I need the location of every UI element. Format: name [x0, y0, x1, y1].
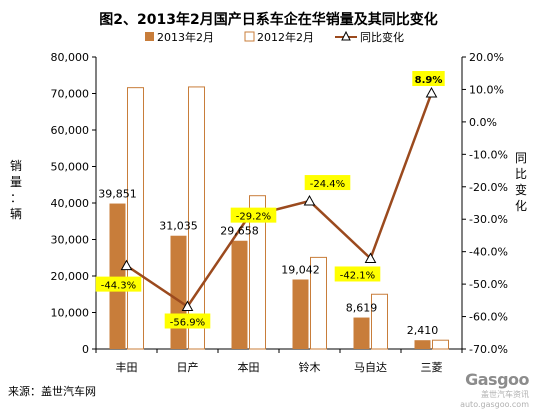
y-axis-title-char: ： — [10, 191, 22, 205]
right-tick-label: 0.0% — [469, 116, 497, 129]
left-tick-label: 0 — [82, 343, 89, 356]
yoy-label-bg — [304, 175, 351, 191]
yoy-point-marker — [120, 259, 133, 271]
left-tick-label: 60,000 — [51, 124, 90, 137]
yoy-label-bg — [230, 207, 277, 223]
x-tick-label: 本田 — [238, 360, 260, 374]
yoy-point-marker — [181, 300, 194, 311]
x-tick-label: 丰田 — [116, 361, 138, 374]
bar-2013 — [231, 240, 248, 349]
legend-marker-swatch — [341, 30, 351, 41]
right-tick-label: -70.0% — [469, 343, 508, 356]
right-tick-label: -10.0% — [469, 148, 508, 161]
bar-2012 — [188, 86, 205, 350]
bar-2013 — [353, 317, 370, 349]
left-tick-label: 40,000 — [51, 197, 90, 210]
y2-axis-title-char: 比 — [515, 167, 527, 181]
yoy-label: 8.9% — [415, 75, 443, 86]
bar-2013 — [414, 340, 431, 349]
left-tick-label: 30,000 — [51, 234, 90, 247]
yoy-label: -29.2% — [236, 212, 271, 223]
yoy-point-marker — [364, 252, 377, 263]
bar-2012 — [127, 87, 144, 350]
right-tick-label: -50.0% — [469, 278, 508, 291]
left-tick-label: 80,000 — [51, 51, 90, 64]
left-tick-label: 10,000 — [51, 307, 90, 320]
bar-2013 — [292, 279, 309, 349]
legend-label-2012: 2012年2月 — [257, 30, 314, 44]
x-tick-label: 铃木 — [299, 360, 321, 374]
legend-swatch-2012 — [244, 31, 255, 42]
yoy-label: -56.9% — [170, 317, 205, 328]
legend-label-yoy: 同比变化 — [360, 30, 404, 44]
bar-2012 — [249, 195, 266, 350]
source-note: 来源：盖世汽车网 — [8, 385, 96, 398]
left-tick-label: 70,000 — [51, 88, 90, 101]
bar-value-label: 39,851 — [98, 188, 137, 201]
left-tick-label: 20,000 — [51, 270, 90, 283]
y2-axis-title-char: 变 — [515, 182, 527, 197]
x-tick-label: 日产 — [177, 360, 199, 374]
bar-2013 — [109, 203, 126, 349]
bar-value-label: 31,035 — [159, 220, 198, 233]
watermark-url: auto.gasgoo.com — [460, 400, 529, 409]
yoy-label-bg — [164, 313, 211, 329]
x-tick-label: 三菱 — [421, 361, 443, 374]
yoy-change-line — [125, 92, 433, 309]
right-tick-label: -60.0% — [469, 311, 508, 324]
watermark-tagline: 盖世汽车资讯 — [481, 390, 529, 399]
yoy-label: -44.3% — [101, 281, 136, 292]
y2-axis-title-char: 化 — [515, 199, 527, 213]
bar-value-label: 2,410 — [407, 324, 439, 337]
left-tick-label: 50,000 — [51, 161, 90, 174]
y-axis-title-char: 量 — [10, 175, 22, 189]
legend-label-2013: 2013年2月 — [157, 30, 214, 44]
right-tick-label: -40.0% — [469, 246, 508, 259]
yoy-label: -24.4% — [310, 179, 345, 190]
bar-2012 — [310, 256, 327, 350]
bar-2012 — [432, 339, 449, 350]
bar-value-label: 19,042 — [281, 263, 320, 276]
yoy-label-bg — [412, 71, 445, 87]
bar-2013 — [170, 235, 187, 349]
bar-value-label: 8,619 — [346, 302, 378, 315]
x-tick-label: 马自达 — [354, 361, 387, 374]
yoy-point-marker — [303, 195, 316, 206]
y2-axis-title-char: 同 — [515, 151, 527, 165]
yoy-point-marker — [425, 86, 438, 98]
right-tick-label: -20.0% — [469, 181, 508, 194]
yoy-label-bg — [95, 276, 142, 292]
chart-title: 图2、2013年2月国产日系车企在华销量及其同比变化 — [99, 12, 438, 28]
legend-swatch-2013 — [145, 32, 154, 41]
right-tick-label: 10.0% — [469, 83, 504, 96]
y-axis-title-char: 销 — [10, 159, 22, 173]
yoy-label-bg — [334, 266, 381, 282]
right-tick-label: -30.0% — [469, 213, 508, 226]
y-axis-title-char: 辆 — [10, 207, 22, 221]
bar-2012 — [371, 293, 388, 350]
watermark-brand: Gasgoo — [465, 370, 529, 389]
yoy-label: -42.1% — [340, 270, 375, 281]
right-tick-label: 20.0% — [469, 51, 504, 64]
bar-value-label: 29,658 — [220, 225, 259, 238]
gasgoo-watermark: Gasgoo 盖世汽车资讯 auto.gasgoo.com — [460, 370, 529, 409]
